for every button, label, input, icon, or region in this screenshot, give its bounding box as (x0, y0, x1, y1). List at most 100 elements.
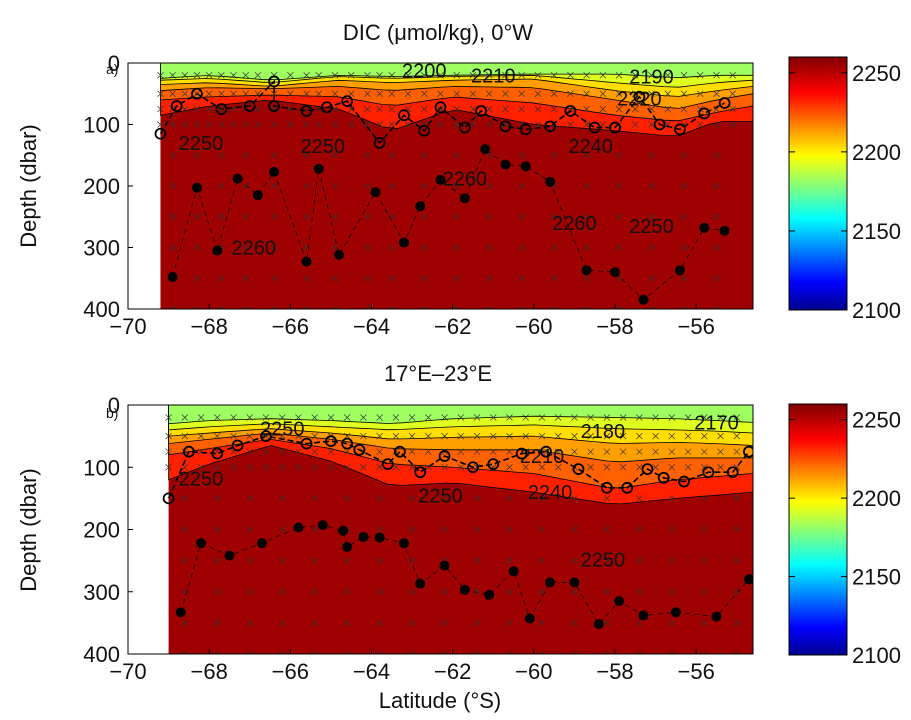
max-dic-point (252, 190, 263, 201)
max-dic-point (743, 574, 753, 585)
sample-marker (485, 244, 493, 251)
sample-marker (303, 182, 310, 190)
sample-marker (648, 105, 655, 113)
sample-marker (502, 72, 509, 79)
sample-marker (554, 414, 562, 421)
x-tick-label: −62 (434, 659, 471, 684)
contour-label: 2200 (402, 60, 447, 82)
sample-marker (636, 557, 643, 564)
sample-marker (205, 105, 213, 113)
sample-marker (165, 448, 172, 455)
sample-marker (538, 526, 546, 533)
sample-marker (668, 432, 676, 440)
mixed-layer-point (341, 437, 354, 450)
sample-marker (388, 105, 396, 113)
x-tick-label: −56 (678, 314, 715, 339)
max-dic-point (175, 607, 186, 618)
sample-marker (538, 448, 546, 455)
sample-marker (441, 619, 448, 627)
sample-marker (193, 121, 201, 128)
sample-marker (421, 152, 428, 159)
sample-marker (254, 90, 262, 97)
sample-marker (522, 432, 529, 440)
sample-marker (331, 275, 339, 282)
sample-marker (538, 495, 546, 502)
sample-marker (668, 495, 676, 502)
max-dic-point (342, 541, 353, 552)
sample-marker (506, 414, 513, 421)
sample-marker (327, 414, 335, 421)
max-dic-point (398, 538, 409, 549)
sample-marker (278, 619, 286, 627)
sample-marker (522, 464, 529, 471)
sample-marker (421, 305, 428, 309)
sample-marker (473, 526, 481, 533)
mixed-layer-point (743, 445, 753, 458)
sample-marker (425, 448, 432, 455)
sample-marker (587, 414, 594, 421)
sample-marker (652, 414, 659, 421)
sample-marker (453, 121, 460, 128)
y-tick-label: 400 (83, 297, 120, 322)
sample-marker (713, 305, 720, 309)
sample-marker (246, 414, 254, 421)
sample-marker (518, 213, 525, 220)
sample-marker (157, 121, 164, 128)
colorbar-b-ticks: 2100 2150 2200 2250 (789, 408, 901, 668)
sample-marker (364, 275, 371, 282)
sample-marker (331, 121, 339, 128)
mixed-layer-point (600, 481, 613, 494)
max-dic-point (293, 522, 304, 533)
sample-marker (473, 464, 481, 471)
sample-marker (506, 526, 513, 533)
sample-marker (583, 152, 590, 159)
sample-marker (331, 72, 339, 79)
sample-marker (376, 495, 383, 502)
sample-marker (311, 464, 318, 471)
sample-marker (599, 90, 607, 97)
sample-marker (485, 121, 493, 128)
sample-marker (571, 495, 578, 502)
sample-marker (214, 650, 221, 654)
sample-marker (648, 182, 655, 190)
max-dic-point (674, 265, 685, 276)
sample-marker (343, 650, 351, 654)
mixed-layer-point (398, 109, 410, 122)
sample-marker (636, 495, 643, 502)
sample-marker (169, 121, 176, 128)
max-dic-point (638, 610, 649, 621)
sample-marker (701, 588, 708, 595)
sample-marker (713, 152, 720, 159)
sample-marker (364, 72, 371, 79)
sample-marker (315, 105, 322, 113)
mixed-layer-point (373, 137, 386, 149)
sample-marker (214, 557, 221, 564)
sample-marker (729, 105, 736, 113)
sample-marker (214, 432, 221, 440)
x-tick-label: −60 (515, 659, 552, 684)
sample-marker (550, 275, 558, 282)
max-dic-point (711, 611, 722, 622)
sample-marker (473, 557, 481, 564)
sample-marker (331, 105, 339, 113)
mixed-layer-point (300, 437, 313, 450)
sample-marker (733, 432, 741, 440)
sample-marker (680, 213, 688, 220)
mixed-layer-point (438, 450, 451, 462)
sample-marker (181, 448, 189, 455)
sample-marker (242, 213, 249, 220)
sample-marker (583, 121, 590, 128)
sample-marker (181, 121, 189, 128)
mixed-layer-point (718, 97, 731, 109)
sample-marker (636, 526, 643, 533)
sample-marker (242, 152, 249, 159)
sample-marker (197, 432, 205, 440)
sample-marker (214, 464, 221, 471)
sample-marker (205, 72, 213, 79)
sample-marker (567, 90, 574, 97)
max-dic-point (614, 596, 625, 607)
sample-marker (311, 414, 318, 421)
mixed-layer-point (475, 105, 487, 117)
sample-marker (615, 213, 623, 220)
sample-marker (696, 90, 704, 97)
